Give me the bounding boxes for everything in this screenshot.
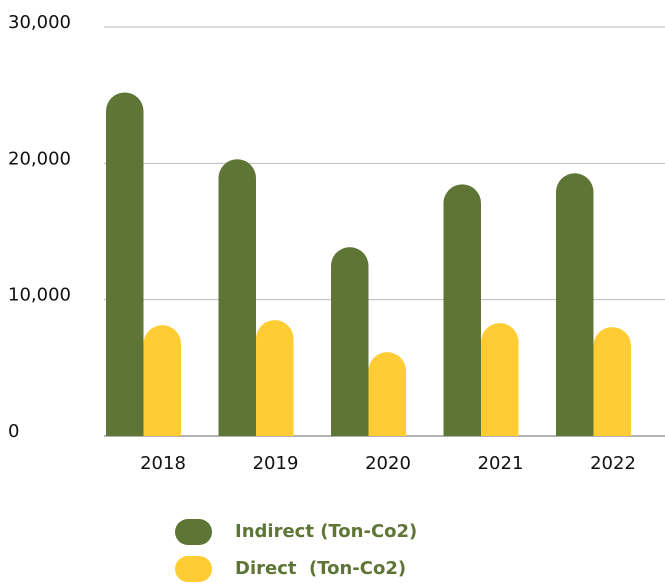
y-tick-label: 30,000 <box>8 12 71 33</box>
legend-text: Direct (Ton-Co2) <box>235 558 406 579</box>
y-tick-label: 10,000 <box>8 285 71 306</box>
legend-swatch <box>175 556 212 582</box>
bar <box>256 320 294 436</box>
legend-swatch <box>175 519 212 545</box>
bar <box>443 184 481 436</box>
bar <box>106 92 144 437</box>
x-tick-label: 2021 <box>478 453 524 474</box>
x-tick-label: 2019 <box>253 453 299 474</box>
x-tick-label: 2022 <box>590 453 636 474</box>
bar <box>481 323 519 436</box>
x-tick-label: 2020 <box>365 453 411 474</box>
bar <box>218 159 256 436</box>
x-tick-label: 2018 <box>140 453 186 474</box>
y-tick-label: 20,000 <box>8 148 71 169</box>
bar <box>368 352 406 436</box>
legend-text: Indirect (Ton-Co2) <box>235 521 417 542</box>
y-tick-label: 0 <box>8 421 19 442</box>
bar <box>143 325 181 436</box>
bar <box>556 173 594 436</box>
bar <box>593 327 631 436</box>
bar <box>331 247 369 436</box>
